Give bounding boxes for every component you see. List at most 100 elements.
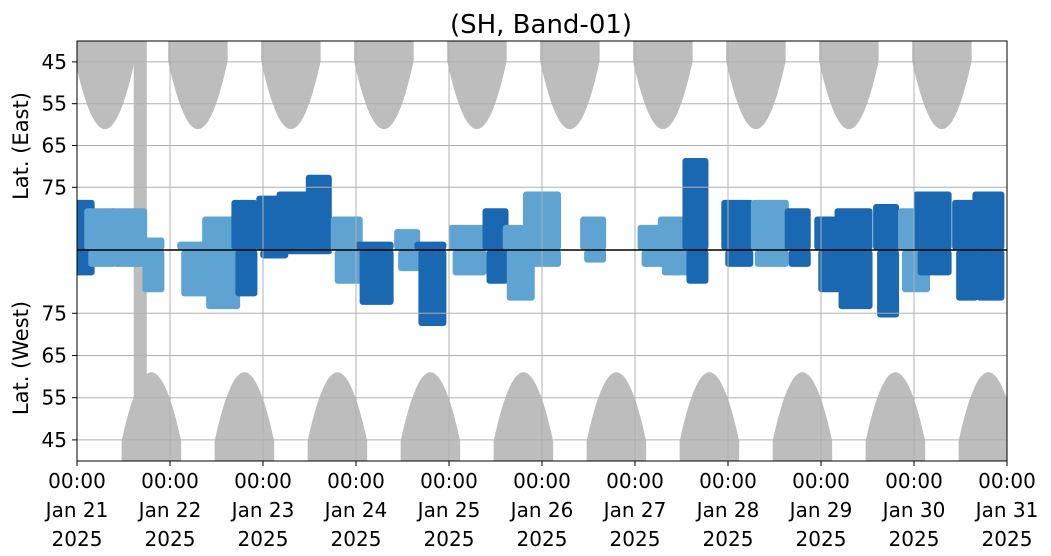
activity-cell-east xyxy=(202,216,241,250)
x-tick-label: 00:00 xyxy=(699,469,757,493)
activity-cell-west xyxy=(280,250,315,255)
activity-cell-east xyxy=(972,191,1005,250)
x-tick-label: Jan 29 xyxy=(788,498,853,522)
activity-cell-west xyxy=(956,250,979,301)
activity-cell-east xyxy=(394,229,421,250)
activity-cell-east xyxy=(330,216,363,250)
activity-cell-west xyxy=(309,250,332,255)
x-tick-label: 00:00 xyxy=(792,469,850,493)
y-tick-label: 45 xyxy=(42,50,67,74)
no-data-region-bottom xyxy=(586,372,647,461)
activity-cell-west xyxy=(418,250,447,326)
no-data-region-top xyxy=(726,41,786,129)
x-tick-label: Jan 30 xyxy=(881,498,946,522)
no-data-region-bottom xyxy=(400,372,461,461)
activity-cell-west xyxy=(486,250,509,284)
x-tick-label: 2025 xyxy=(610,527,661,551)
no-data-region-top xyxy=(447,41,507,129)
activity-cell-west xyxy=(359,250,394,305)
x-tick-label: 2025 xyxy=(796,527,847,551)
y-tick-label: 65 xyxy=(42,134,67,158)
activity-cell-west xyxy=(181,250,210,297)
y-tick-label: 75 xyxy=(42,175,67,199)
no-data-region-top xyxy=(540,41,600,129)
activity-cell-east xyxy=(177,241,210,250)
activity-cell-east xyxy=(231,199,258,250)
x-tick-label: Jan 24 xyxy=(323,498,388,522)
x-tick-label: Jan 25 xyxy=(416,498,481,522)
plot-area xyxy=(77,41,1007,461)
y-tick-label: 65 xyxy=(42,344,67,368)
no-data-region-bottom xyxy=(958,372,1007,461)
x-tick-label: 00:00 xyxy=(978,469,1036,493)
chart-title: (SH, Band-01) xyxy=(450,10,632,40)
x-tick-label: 2025 xyxy=(331,527,382,551)
no-data-region-top xyxy=(261,41,321,129)
activity-cell-east xyxy=(913,191,952,250)
activity-cell-east xyxy=(276,191,315,250)
no-data-region-top xyxy=(819,41,879,129)
activity-cell-east xyxy=(682,158,709,250)
y-tick-label: 75 xyxy=(42,301,67,325)
x-tick-label: 00:00 xyxy=(327,469,385,493)
activity-cell-west xyxy=(88,250,117,267)
no-data-region-bottom xyxy=(772,372,833,461)
x-tick-label: 00:00 xyxy=(234,469,292,493)
activity-cell-west xyxy=(838,250,873,310)
x-tick-label: 00:00 xyxy=(885,469,943,493)
no-data-region-top xyxy=(354,41,414,129)
x-tick-label: 2025 xyxy=(145,527,196,551)
y-tick-label: 55 xyxy=(42,386,67,410)
activity-cell-west xyxy=(877,250,900,318)
activity-cell-west xyxy=(754,250,789,267)
activity-cell-west xyxy=(334,250,363,284)
no-data-region-top xyxy=(77,41,135,129)
activity-cell-east xyxy=(305,174,332,250)
activity-cell-west xyxy=(788,250,811,267)
activity-cell-east xyxy=(952,199,979,250)
y-axis-label-west: Lat. (West) xyxy=(9,301,33,415)
activity-cell-east xyxy=(721,199,754,250)
activity-cell-east xyxy=(482,208,509,250)
x-tick-label: Jan 26 xyxy=(509,498,574,522)
activity-cell-east xyxy=(784,208,811,250)
x-tick-label: 00:00 xyxy=(141,469,199,493)
activity-cell-west xyxy=(452,250,487,276)
y-tick-label: 55 xyxy=(42,92,67,116)
x-tick-label: 2025 xyxy=(52,527,103,551)
activity-cell-east xyxy=(750,199,789,250)
activity-cell-east xyxy=(448,224,487,250)
no-data-region-top xyxy=(633,41,693,129)
x-tick-label: 00:00 xyxy=(420,469,478,493)
activity-cell-east xyxy=(138,237,165,250)
activity-cell-west xyxy=(976,250,1005,301)
x-tick-label: 2025 xyxy=(703,527,754,551)
activity-cell-west xyxy=(398,250,421,272)
activity-cell-west xyxy=(206,250,241,310)
y-axis-label-east: Lat. (East) xyxy=(9,92,33,200)
plot-content xyxy=(77,41,1007,461)
activity-cell-east xyxy=(355,241,394,250)
no-data-region-bottom xyxy=(307,372,368,461)
activity-cell-west xyxy=(235,250,258,297)
no-data-region-bottom xyxy=(214,372,275,461)
activity-cell-east xyxy=(109,208,148,250)
no-data-region-bottom xyxy=(679,372,740,461)
x-tick-label: 00:00 xyxy=(513,469,571,493)
x-tick-label: 2025 xyxy=(424,527,475,551)
activity-cell-east xyxy=(834,208,873,250)
x-tick-label: Jan 22 xyxy=(137,498,202,522)
activity-cell-east xyxy=(414,241,447,250)
x-tick-label: 00:00 xyxy=(48,469,106,493)
x-tick-label: 2025 xyxy=(238,527,289,551)
x-tick-label: 2025 xyxy=(517,527,568,551)
activity-cell-west xyxy=(686,250,709,284)
x-tick-label: Jan 23 xyxy=(230,498,295,522)
activity-cell-west xyxy=(113,250,148,267)
activity-cell-west xyxy=(142,250,165,293)
x-tick-label: Jan 31 xyxy=(974,498,1039,522)
activity-cell-west xyxy=(527,250,561,267)
activity-cell-west xyxy=(725,250,754,267)
no-data-region-top xyxy=(912,41,972,129)
